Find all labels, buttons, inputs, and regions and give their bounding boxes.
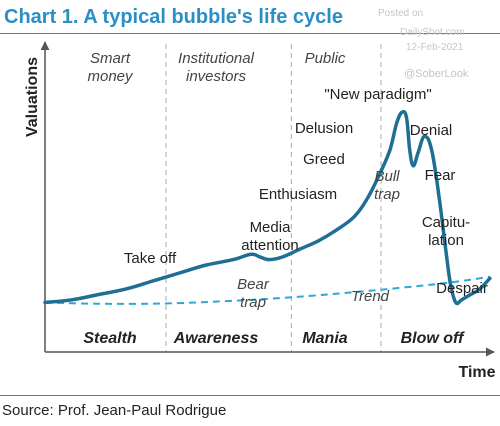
- annotation-10: Fear: [425, 167, 456, 184]
- annotation-6: Take off: [124, 250, 177, 267]
- x-axis-label: Time: [458, 364, 495, 381]
- axis-labels: Valuations Time: [24, 57, 496, 381]
- phase-dividers: [165, 44, 382, 352]
- title-divider: [0, 33, 500, 34]
- annotation-2: Delusion: [295, 120, 353, 137]
- phase-label-2: Awareness: [173, 330, 259, 347]
- annotation-8: Bull trap: [374, 168, 400, 203]
- axes: [40, 41, 495, 357]
- annotation-11: Capitu-lation: [422, 214, 470, 249]
- phase-label-4: Blow off: [401, 330, 465, 347]
- chart-title: Chart 1. A typical bubble's life cycle: [4, 6, 343, 28]
- watermark-handle: @SoberLook: [404, 68, 469, 80]
- annotation-12: Despair: [436, 280, 488, 297]
- investor-label-3: Public: [305, 50, 346, 67]
- series-trend-line: [44, 275, 491, 305]
- investor-label-2: Institutional investors: [178, 50, 255, 85]
- series-valuation-line: [43, 109, 492, 306]
- y-axis-label: Valuations: [24, 57, 41, 137]
- annotation-1: "New paradigm": [324, 86, 431, 103]
- investor-labels: Smart money Institutional investors Public: [87, 50, 345, 85]
- footer-divider: [0, 395, 500, 396]
- watermark-site: DailyShot.com: [400, 27, 465, 38]
- watermark-posted: Posted on: [378, 8, 424, 19]
- source-note: Source: Prof. Jean-Paul Rodrigue: [2, 402, 227, 419]
- annotations: "New paradigm" Delusion Greed Enthusiasm Med…: [124, 86, 488, 311]
- annotation-4: Enthusiasm: [259, 186, 337, 203]
- annotation-5: Media attention: [241, 219, 299, 254]
- annotation-9: Denial: [410, 122, 453, 139]
- annotation-3: Greed: [303, 151, 345, 168]
- watermark-date: 12-Feb-2021: [406, 42, 464, 53]
- investor-label-1: Smart money: [87, 50, 134, 85]
- annotation-13: Trend: [351, 288, 390, 305]
- phase-label-3: Mania: [302, 330, 347, 347]
- phase-labels: Stealth Awareness Mania Blow off: [83, 330, 465, 347]
- annotation-7: Bear trap: [237, 276, 270, 311]
- phase-label-1: Stealth: [83, 330, 137, 347]
